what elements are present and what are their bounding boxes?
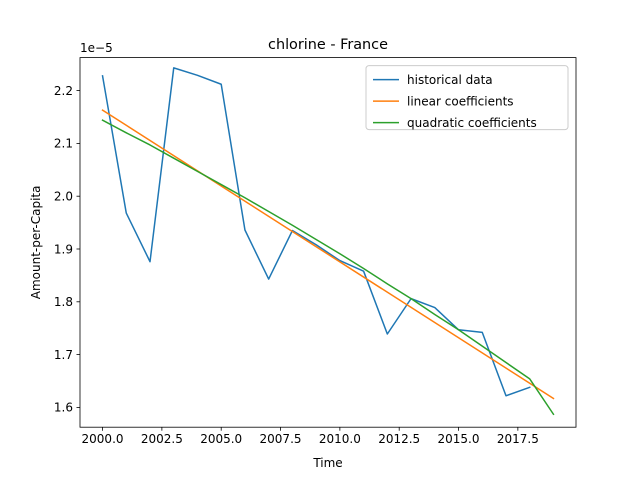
legend-label: historical data xyxy=(407,73,493,87)
x-tick-label: 2015.0 xyxy=(438,432,480,446)
x-tick-label: 2010.0 xyxy=(319,432,361,446)
x-tick-label: 2017.5 xyxy=(497,432,539,446)
x-tick-label: 2000.0 xyxy=(82,432,124,446)
y-offset-label: 1e−5 xyxy=(80,41,113,55)
y-tick-label: 2.2 xyxy=(54,84,73,98)
chart-title: chlorine - France xyxy=(268,37,388,53)
y-tick-label: 1.7 xyxy=(54,348,73,362)
series-line-linear-coefficients xyxy=(101,109,555,400)
y-tick-label: 1.9 xyxy=(54,242,73,256)
series-layer xyxy=(101,67,555,416)
x-axis-ticks: 2000.0 2002.5 2005.0 2007.5 2010.0 2012.5 2015… xyxy=(82,427,539,446)
legend-box xyxy=(365,65,569,131)
y-tick-label: 2.1 xyxy=(54,137,73,151)
x-tick-label: 2007.5 xyxy=(260,432,302,446)
legend: historical data linear coefficients quadra… xyxy=(365,65,569,131)
y-tick-label: 1.8 xyxy=(54,295,73,309)
x-axis-label: Time xyxy=(312,456,342,470)
y-axis-label: Amount-per-Capita xyxy=(29,186,43,300)
y-tick-label: 1.6 xyxy=(54,401,73,415)
x-tick-label: 2005.0 xyxy=(200,432,242,446)
legend-label: linear coefficients xyxy=(407,94,514,108)
x-tick-label: 2012.5 xyxy=(378,432,420,446)
x-tick-label: 2002.5 xyxy=(141,432,183,446)
y-axis-ticks: 1.6 1.7 1.8 1.9 2.0 2.1 2.2 xyxy=(54,84,80,415)
y-tick-label: 2.0 xyxy=(54,190,73,204)
series-line-quadratic-coefficients xyxy=(101,119,555,416)
legend-label: quadratic coefficients xyxy=(407,116,537,130)
axes-frame xyxy=(79,57,577,428)
